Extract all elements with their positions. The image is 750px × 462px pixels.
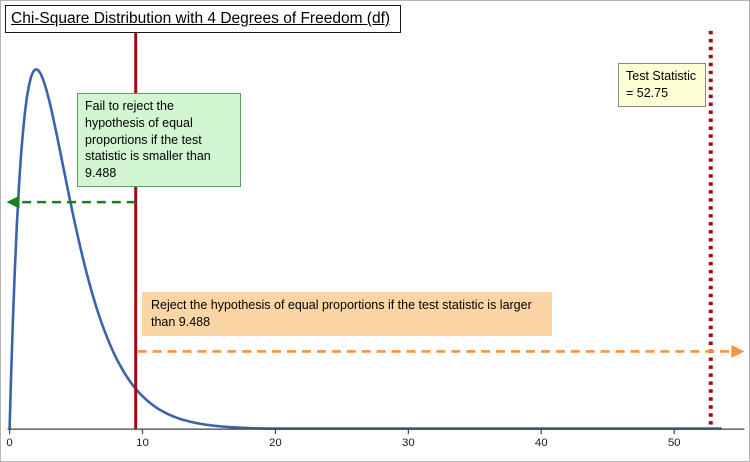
x-axis-tick-label: 30: [402, 437, 415, 449]
reject-annotation: Reject the hypothesis of equal proportio…: [142, 292, 552, 336]
x-axis-tick-label: 0: [6, 437, 12, 449]
fail-region-arrowhead: [6, 195, 20, 209]
x-axis-tick-label: 50: [668, 437, 681, 449]
x-axis-tick-label: 20: [269, 437, 282, 449]
x-axis-tick-label: 40: [535, 437, 548, 449]
reject-region-arrowhead: [731, 345, 745, 358]
x-axis-tick-label: 10: [136, 437, 149, 449]
chart-title: Chi-Square Distribution with 4 Degrees o…: [5, 5, 402, 34]
x-axis-ticks: 0 10 20 30 40 50: [6, 429, 681, 449]
test-statistic-annotation: Test Statistic = 52.75: [618, 63, 706, 107]
fail-to-reject-annotation: Fail to reject the hypothesis of equal p…: [77, 93, 241, 187]
